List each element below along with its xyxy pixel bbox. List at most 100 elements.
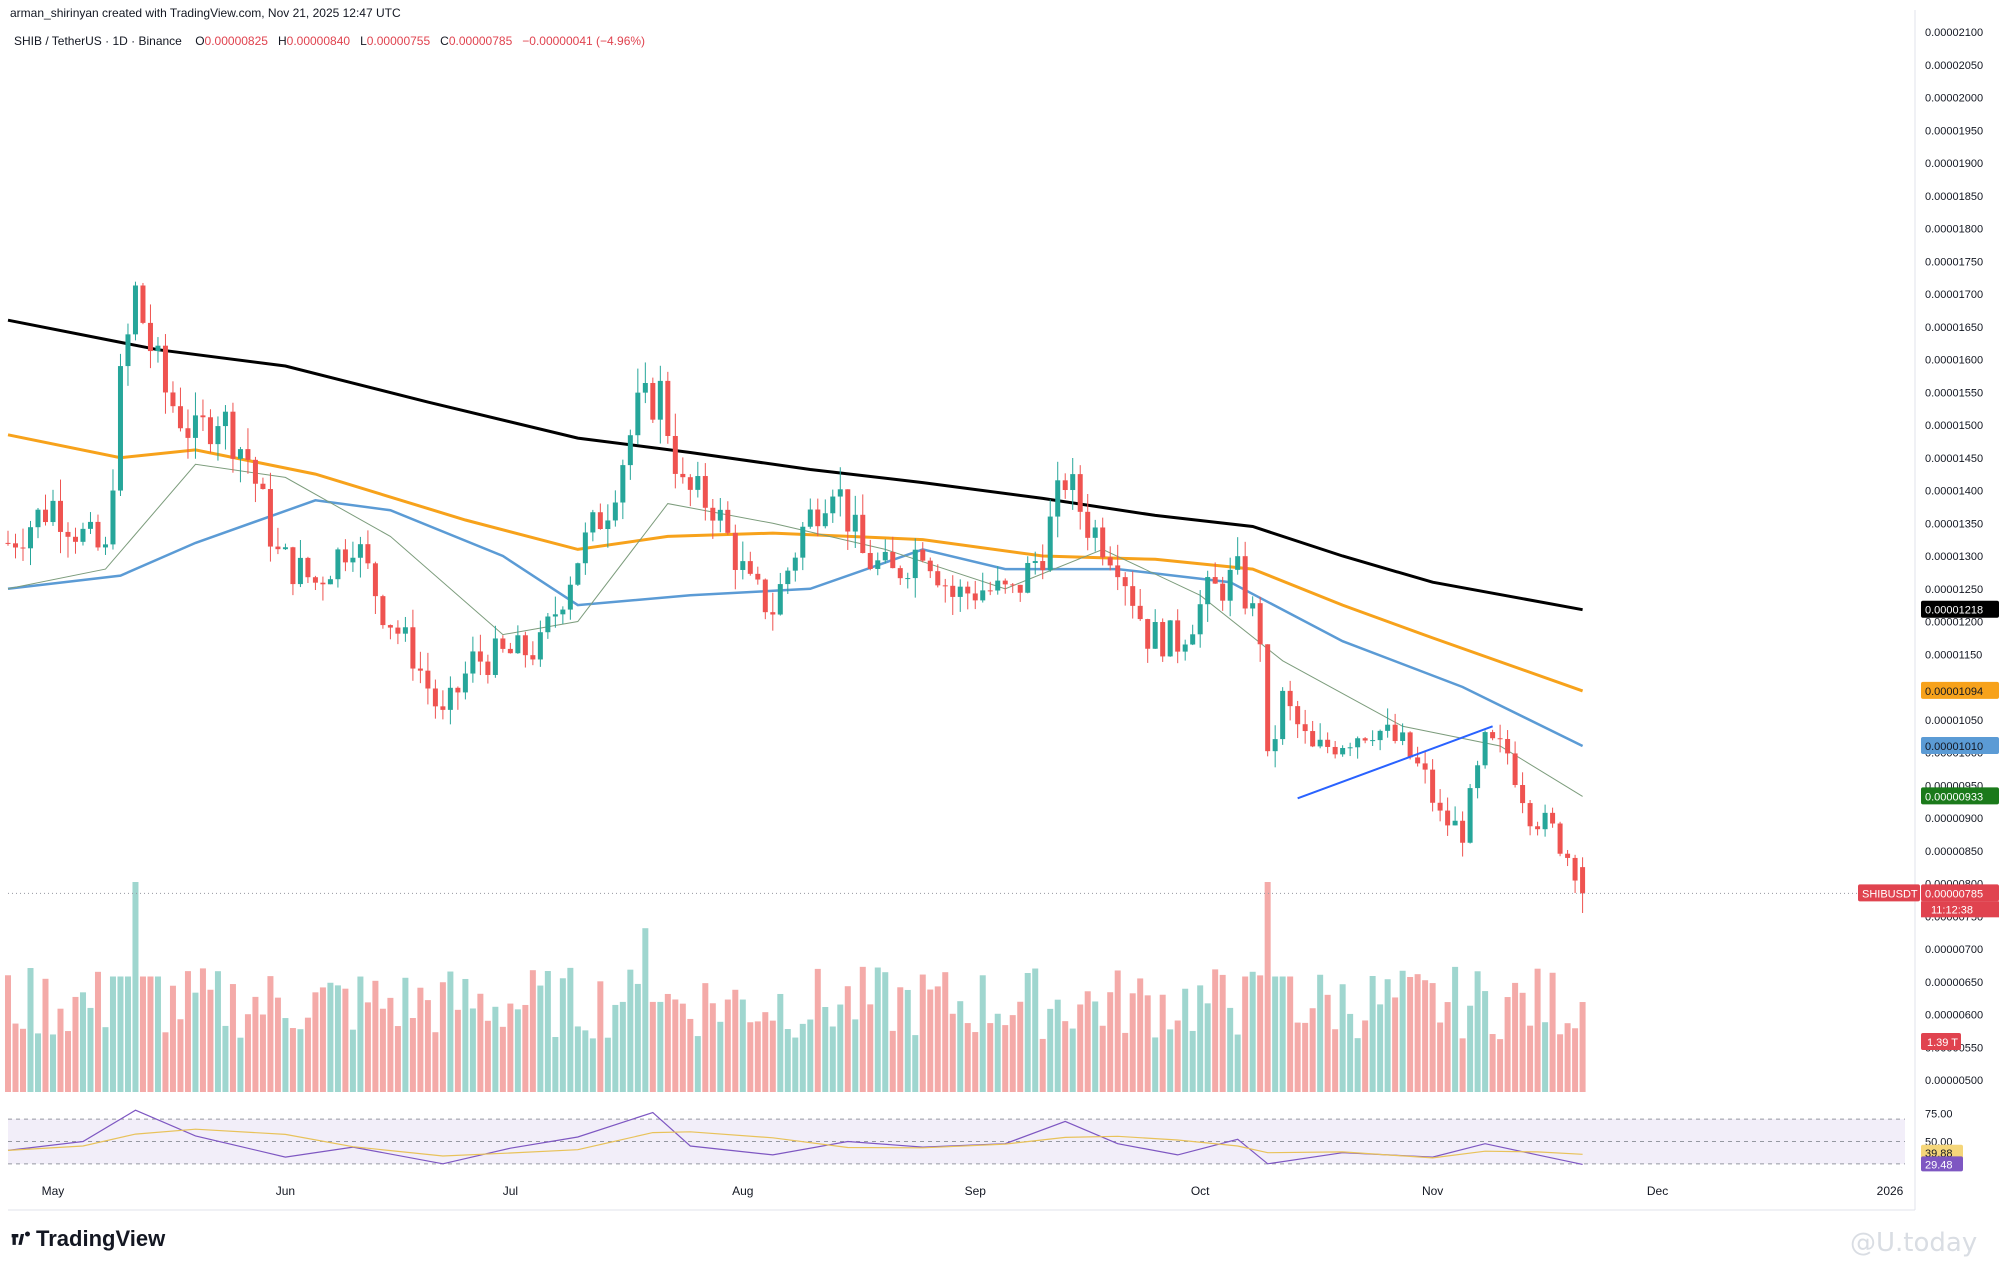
utoday-watermark: @U.today: [1850, 1228, 1978, 1258]
volume-bar: [1069, 1028, 1076, 1092]
volume-bar: [1362, 1020, 1369, 1092]
candle-body: [177, 406, 183, 429]
candle-body: [1370, 740, 1376, 742]
y-tick-label: 0.00000850: [1925, 846, 1983, 858]
volume-bar: [417, 987, 424, 1092]
candle-body: [1212, 577, 1218, 584]
price-label-text: 0.00000785: [1925, 888, 1983, 900]
volume-bar: [724, 999, 731, 1092]
candle-body: [402, 627, 408, 634]
candle-body: [515, 635, 521, 654]
volume-bar: [1444, 1002, 1451, 1092]
candle-body: [792, 557, 798, 571]
volume-bar: [259, 1014, 266, 1092]
candle-body: [687, 477, 693, 490]
volume-bar: [537, 985, 544, 1092]
y-tick-label: 0.00001250: [1925, 584, 1983, 596]
candle-body: [965, 586, 971, 594]
candle-body: [335, 549, 341, 580]
candle-body: [1265, 644, 1271, 752]
candle-body: [432, 688, 438, 707]
candle-body: [1565, 853, 1571, 858]
volume-bar: [244, 1014, 251, 1092]
volume-bar: [1302, 1022, 1309, 1092]
candle-body: [1010, 584, 1016, 586]
price-label-text: 0.00001010: [1925, 741, 1983, 753]
volume-bar: [1414, 974, 1421, 1092]
y-tick-label: 0.00001050: [1925, 715, 1983, 727]
volume-bar: [1287, 976, 1294, 1092]
price-label-bg: [1921, 787, 1999, 805]
candle-body: [1310, 731, 1316, 747]
volume-bar: [837, 1004, 844, 1092]
close-label: C: [440, 34, 449, 48]
volume-bar: [694, 1036, 701, 1092]
symbol-label[interactable]: SHIB / TetherUS · 1D · Binance: [14, 34, 182, 48]
volume-bar: [687, 1018, 694, 1092]
volume-bar: [169, 985, 176, 1092]
volume-bar: [1047, 1008, 1054, 1092]
volume-bar: [1489, 1034, 1496, 1092]
volume-bar: [882, 972, 889, 1092]
volume-bar: [889, 1030, 896, 1092]
volume-bar: [1504, 997, 1511, 1092]
symbol-tag-text: SHIBUSDT: [1862, 888, 1918, 900]
volume-bar: [1002, 1025, 1009, 1092]
candle-body: [995, 580, 1001, 591]
ma-line-ma20: [7, 463, 1583, 797]
volume-bar: [1332, 1029, 1339, 1092]
volume-bar: [267, 976, 274, 1092]
candle-body: [1175, 620, 1181, 652]
candle-body: [80, 528, 86, 542]
candle-body: [560, 609, 566, 615]
candle-body: [1460, 820, 1466, 843]
candle-body: [327, 579, 333, 585]
volume-bar: [1122, 1032, 1129, 1092]
candle-body: [1317, 739, 1323, 747]
x-tick-label: 2026: [1877, 1184, 1904, 1198]
volume-bar: [657, 1001, 664, 1092]
low-value: 0.00000755: [366, 34, 431, 48]
candle-body: [12, 543, 18, 548]
volume-bar: [1549, 972, 1556, 1092]
volume-bar: [1219, 974, 1226, 1092]
volume-bar: [612, 1004, 619, 1092]
volume-bar: [957, 1001, 964, 1092]
candle-body: [657, 380, 663, 420]
volume-bar: [1144, 995, 1151, 1092]
candle-body: [1145, 619, 1151, 649]
candle-body: [282, 547, 288, 550]
volume-bar: [1384, 979, 1391, 1092]
candle-body: [1490, 732, 1496, 739]
volume-bar: [754, 1021, 761, 1092]
volume-bar: [814, 968, 821, 1092]
volume-bar: [334, 985, 341, 1092]
candle-body: [522, 635, 528, 656]
volume-bar: [304, 1017, 311, 1092]
volume-bar: [589, 1038, 596, 1092]
candle-body: [312, 577, 318, 583]
candle-body: [762, 579, 768, 613]
chart-credit: arman_shirinyan created with TradingView…: [10, 6, 401, 20]
volume-bar: [1197, 985, 1204, 1092]
candle-body: [815, 509, 821, 527]
candle-body: [942, 585, 948, 587]
volume-bar: [912, 1035, 919, 1092]
candle-body: [245, 449, 251, 460]
volume-bar: [312, 992, 319, 1092]
volume-bar: [784, 1029, 791, 1092]
candle-body: [777, 584, 783, 615]
volume-bar: [402, 977, 409, 1092]
volume-bar: [1354, 1038, 1361, 1092]
volume-bar: [1137, 978, 1144, 1092]
volume-bar: [154, 976, 161, 1092]
candle-body: [680, 473, 686, 478]
y-tick-label: 0.00001500: [1925, 420, 1983, 432]
ma-line-ma50: [7, 499, 1584, 748]
candle-body: [50, 500, 56, 523]
candle-body: [350, 557, 356, 563]
volume-bar: [447, 971, 454, 1092]
tradingview-logo[interactable]: TradingView: [10, 1226, 165, 1252]
volume-bar: [1107, 992, 1114, 1092]
